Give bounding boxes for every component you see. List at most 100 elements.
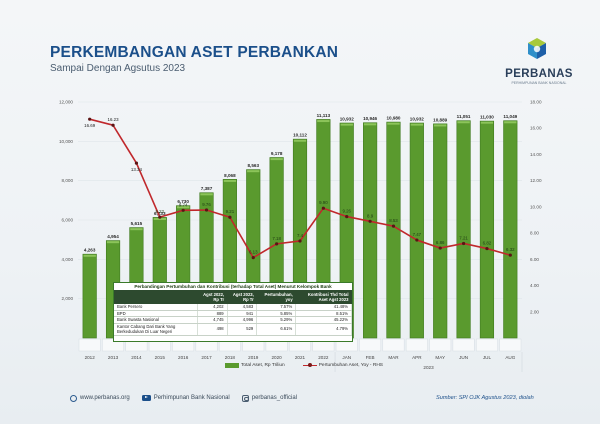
line-marker bbox=[391, 224, 396, 228]
bar-value-label: 10,112 bbox=[293, 133, 307, 138]
x-tick-label: APR bbox=[412, 355, 422, 360]
line-value-label: 6.82 bbox=[483, 241, 492, 246]
line-marker bbox=[204, 208, 209, 212]
x-tick-label: AUG bbox=[505, 355, 515, 360]
legend-item-line: Pertumbuhan Aset, Yoy - RHS bbox=[302, 363, 383, 368]
x-tick-label: 2013 bbox=[108, 355, 119, 360]
y-right-tick: 2.00 bbox=[530, 309, 539, 314]
line-marker bbox=[275, 242, 279, 246]
y-right-tick: 4.00 bbox=[530, 283, 539, 288]
footer-links: www.perbanas.org Perhimpunan Bank Nasion… bbox=[70, 392, 297, 404]
bar bbox=[503, 120, 518, 339]
line-value-label: 16.23 bbox=[108, 117, 120, 122]
table-cell: 4,583 bbox=[227, 304, 258, 311]
x-tick-label: MAR bbox=[388, 355, 399, 360]
line-value-label: 8.53 bbox=[389, 218, 398, 223]
globe-icon bbox=[70, 394, 77, 402]
table-header-cell: Pertumbuhan, yoy bbox=[256, 290, 296, 304]
y-right-tick: 8.00 bbox=[530, 231, 539, 236]
line-value-label: 7.47 bbox=[413, 232, 422, 237]
table-cell: 4,996 bbox=[227, 316, 258, 324]
x-tick-label: JUL bbox=[483, 355, 492, 360]
logo-name: PERBANAS bbox=[505, 68, 573, 80]
line-value-label: 8.9 bbox=[367, 213, 374, 218]
category-cell bbox=[476, 338, 498, 352]
bar-value-label: 10,932 bbox=[340, 117, 354, 122]
category-cell bbox=[78, 338, 101, 352]
line-marker bbox=[181, 208, 185, 212]
line-marker bbox=[88, 117, 92, 121]
instagram-icon bbox=[241, 394, 249, 402]
y-right-tick: 16.00 bbox=[530, 126, 542, 131]
bar-value-label: 5,615 bbox=[131, 221, 143, 226]
website-link[interactable]: www.perbanas.org bbox=[70, 394, 130, 402]
table-row: Kantor Cabang Dari Bank Yang Berkeduduka… bbox=[114, 323, 352, 336]
line-value-label: 6.13 bbox=[249, 250, 258, 255]
table-header-row: Agst 2022, Rp Tr Agst 2023, Rp Tr Pertum… bbox=[114, 290, 352, 304]
category-cell bbox=[359, 338, 382, 352]
x-tick-label: MAY bbox=[435, 355, 445, 360]
x-tick-label: 2014 bbox=[131, 355, 142, 360]
x-tick-label: 2019 bbox=[248, 355, 259, 360]
table-cell: 7.57% bbox=[256, 304, 297, 311]
line-marker bbox=[158, 215, 162, 219]
line-marker bbox=[485, 246, 489, 251]
x-tick-label: 2017 bbox=[201, 355, 212, 360]
bar bbox=[409, 122, 424, 339]
page-title: PERKEMBANGAN ASET PERBANKAN bbox=[50, 44, 339, 61]
y-right-tick: 10.00 bbox=[530, 204, 542, 209]
bar-value-label: 9,178 bbox=[271, 151, 283, 156]
legend-line-label: Pertumbuhan Aset, Yoy - RHS bbox=[318, 363, 383, 368]
instagram-link[interactable]: perbanas_official bbox=[241, 394, 297, 402]
table-cell: 8.51% bbox=[295, 310, 352, 317]
line-value-label: 6.32 bbox=[506, 247, 515, 252]
x-tick-label: 2015 bbox=[155, 355, 166, 360]
youtube-text: Perhimpunan Bank Nasional bbox=[153, 395, 230, 401]
table-cell: 6.61% bbox=[256, 323, 297, 336]
line-value-label: 6.86 bbox=[436, 240, 445, 245]
page-subtitle: Sampai Dengan Agsutus 2023 bbox=[50, 63, 186, 74]
youtube-link[interactable]: Perhimpunan Bank Nasional bbox=[141, 394, 230, 402]
table-cell: 5.29% bbox=[256, 316, 297, 324]
y-right-tick: 12.00 bbox=[530, 178, 542, 183]
bar bbox=[386, 121, 401, 339]
table-cell: 4,202 bbox=[197, 304, 228, 311]
line-swatch-icon bbox=[302, 363, 317, 367]
logo-tagline: PERHIMPUNAN BANK NASIONAL bbox=[511, 81, 567, 85]
perbanas-logo-icon bbox=[528, 38, 546, 59]
bar-value-label: 6,730 bbox=[177, 199, 189, 204]
group-label-2023: 2023 bbox=[423, 365, 434, 370]
y-right-tick: 18.00 bbox=[530, 100, 542, 105]
line-marker bbox=[228, 215, 232, 219]
table-cell: Kantor Cabang Dari Bank Yang Berkeduduka… bbox=[114, 323, 198, 336]
bar-value-label: 8,068 bbox=[224, 173, 236, 178]
x-tick-label: 2012 bbox=[85, 355, 96, 360]
bar-value-label: 10,889 bbox=[433, 117, 447, 122]
line-value-label: 9.90 bbox=[319, 200, 328, 205]
line-marker bbox=[134, 161, 139, 165]
line-value-label: 7.18 bbox=[272, 236, 281, 241]
source-note: Sumber: SPI OJK Agustus 2023, diolah bbox=[436, 395, 534, 401]
y-left-tick: 2,000 bbox=[62, 296, 74, 301]
chart-legend: Total Aset, Rp Triliun Pertumbuhan Aset,… bbox=[225, 363, 383, 368]
table-header-cell: Agst 2023, Rp Tr bbox=[227, 290, 257, 304]
x-tick-label: 2022 bbox=[318, 355, 329, 360]
category-cell bbox=[382, 338, 405, 352]
x-tick-label: 2021 bbox=[295, 355, 306, 360]
bar-value-label: 6,133 bbox=[154, 211, 166, 216]
line-marker bbox=[368, 219, 372, 223]
y-left-tick: 10,000 bbox=[59, 139, 73, 144]
table-row: Bank Persero 4,202 4,583 7.57% 41.48% bbox=[114, 304, 352, 311]
website-text: www.perbanas.org bbox=[80, 395, 130, 401]
line-marker bbox=[111, 123, 115, 127]
legend-bar-label: Total Aset, Rp Triliun bbox=[241, 363, 285, 368]
line-marker bbox=[345, 214, 349, 219]
bar-value-label: 10,980 bbox=[386, 116, 400, 121]
bar-value-label: 4,263 bbox=[84, 248, 96, 253]
legend-item-bar: Total Aset, Rp Triliun bbox=[225, 363, 285, 368]
comparison-table-title: Perbandingan Pertumbuhan dan Kontribusi … bbox=[114, 283, 352, 290]
bar-value-label: 10,946 bbox=[363, 116, 377, 121]
x-tick-label: 2018 bbox=[225, 355, 236, 360]
